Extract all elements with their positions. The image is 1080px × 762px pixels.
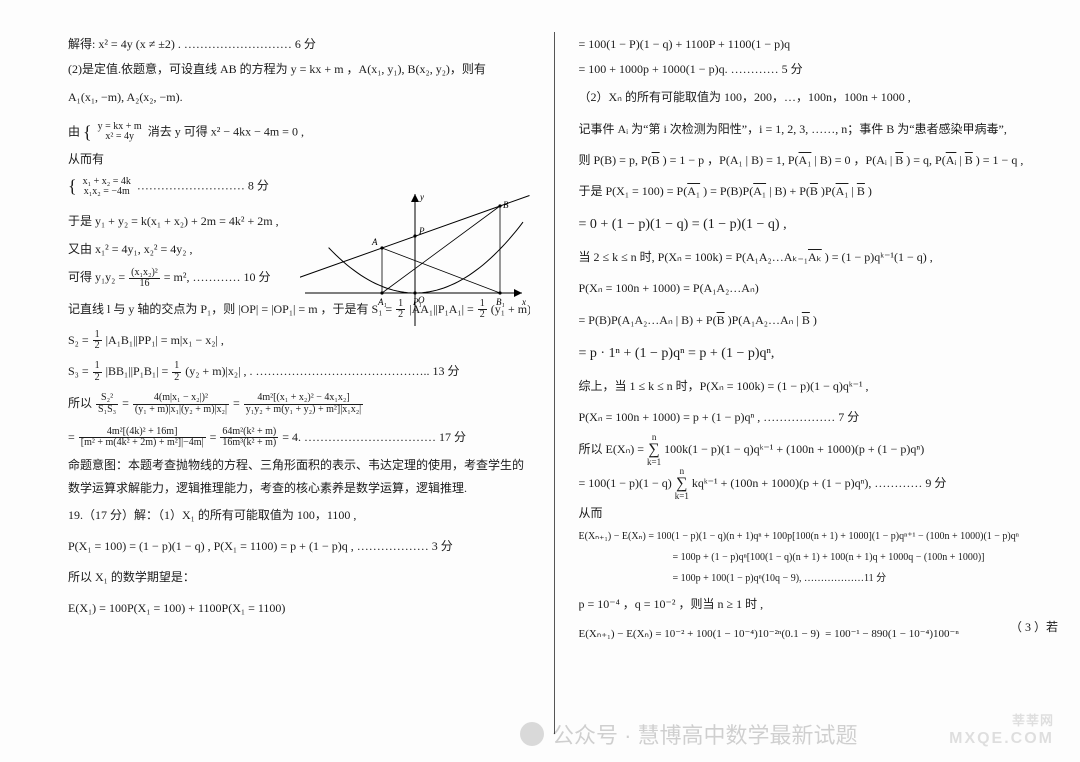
text-line: （2）Xₙ 的所有可能取值为 100，200，…，100n，100n + 100…: [579, 82, 1041, 113]
seg: 所以: [68, 396, 92, 410]
svg-text:A₁: A₁: [377, 297, 387, 307]
watermark-bot: MXQE.COM: [949, 729, 1054, 748]
fraction: 64m²(k² + m) 16m³(k² + m): [220, 427, 278, 449]
seg: S₂ =: [68, 333, 89, 347]
right-column: = 100(1 − P)(1 − q) + 1100P + 1100(1 − p…: [557, 32, 1041, 734]
text-line: P(Xₙ = 100n + 1000) = P(A₁A₂…Aₙ): [579, 273, 1041, 304]
watermark-top: 莘莘网: [949, 713, 1054, 729]
watermark-site: 莘莘网 MXQE.COM: [949, 713, 1054, 748]
text-line: = 100(1 − P)(1 − q) + 1100P + 1100(1 − p…: [579, 32, 1041, 57]
text-line: 所以 X₁ 的数学期望是：: [68, 562, 530, 593]
text-line: = 100 + 1000p + 1000(1 − p)q. ………… 5 分: [579, 57, 1041, 82]
parabola-figure: OxyABPA₁P₁B₁: [300, 188, 530, 338]
text-line: 由 { y = kx + m x² = 4y 消去 y 可得 x² − 4kx …: [68, 114, 530, 152]
margin-note: （ 3 ）若: [1010, 618, 1058, 635]
watermark-wechat: 公众号 · 慧博高中数学最新试题: [520, 718, 858, 750]
text-line: S₃ = 12 |BB₁||P₁B₁| = 12 (y₂ + m)|x₂| , …: [68, 356, 530, 387]
fraction: (x₁x₂)² 16: [129, 268, 160, 290]
text-line: P(Xₙ = 100n + 1000) = p + (1 − p)qⁿ , ………: [579, 402, 1041, 433]
text-line: 则 P(B) = p, P(B ) = 1 − p ，P(A₁ | B) = 1…: [579, 145, 1041, 176]
text-line: 于是 P(X₁ = 100) = P(A₁ ) = P(B)P(A₁ | B) …: [579, 176, 1041, 207]
seg: |A₁B₁||PP₁| = m|x₁ − x₂| ,: [106, 333, 224, 347]
svg-text:B₁: B₁: [496, 297, 505, 307]
text-line: 解得: x² = 4y (x ≠ ±2) . ……………………… 6 分: [68, 32, 530, 57]
text-line: = 100p + (1 − p)qⁿ[100(1 − q)(n + 1) + 1…: [579, 547, 1041, 568]
text-line: 当 2 ≤ k ≤ n 时, P(Xₙ = 100k) = P(A₁A₂…Aₖ₋…: [579, 242, 1041, 273]
svg-text:B: B: [503, 200, 509, 210]
text-line: P(X₁ = 100) = (1 − p)(1 − q) , P(X₁ = 11…: [68, 531, 530, 562]
text-line: 记事件 Aᵢ 为“第 i 次检测为阳性”，i = 1, 2, 3, ……, n；…: [579, 114, 1041, 145]
text-line: 从而: [579, 501, 1041, 526]
sigma-icon: n∑k=1: [647, 433, 661, 467]
text-line: E(Xₙ₊₁) − E(Xₙ) = 100(1 − p)(1 − q)(n + …: [579, 526, 1041, 547]
fraction: 4(m|x₁ − x₂|)² (y₁ + m)|x₁|(y₂ + m)|x₂|: [133, 393, 229, 415]
text-line: 从而有: [68, 151, 530, 168]
text-line: 所以 E(Xₙ) = n∑k=1 100k(1 − p)(1 − q)qᵏ⁻¹ …: [579, 433, 1041, 467]
system: y = kx + m x² = 4y: [96, 122, 144, 143]
svg-text:A: A: [371, 237, 378, 247]
left-column: 解得: x² = 4y (x ≠ ±2) . ……………………… 6 分 (2)…: [68, 32, 552, 734]
svg-text:y: y: [419, 192, 424, 202]
seg: 可得 y₁y₂ =: [68, 270, 125, 284]
seg: (y₂ + m)|x₂| , . …………………………………….. 13 分: [185, 364, 459, 378]
text-line: p = 10⁻⁴ ，q = 10⁻² ，则当 n ≥ 1 时 ,: [579, 589, 1041, 620]
svg-text:P: P: [418, 226, 425, 236]
seg: = 4. …………………………… 17 分: [282, 430, 466, 444]
watermark-text: 公众号 · 慧博高中数学最新试题: [552, 718, 858, 750]
text-line: = p · 1ⁿ + (1 − p)qⁿ = p + (1 − p)qⁿ,: [579, 336, 1041, 371]
text-line: 综上，当 1 ≤ k ≤ n 时，P(Xₙ = 100k) = (1 − p)(…: [579, 371, 1041, 402]
text-line: A₁(x₁, −m), A₂(x₂, −m).: [68, 82, 530, 113]
text-line: 所以 S₂² S₁S₃ = 4(m|x₁ − x₂|)² (y₁ + m)|x₁…: [68, 387, 530, 421]
fraction: 4m²[(4k)² + 16m] [m² + m(4k² + 2m) + m²]…: [79, 427, 206, 449]
text-line: E(Xₙ₊₁) − E(Xₙ) = 10⁻² + 100(1 − 10⁻⁴)10…: [579, 620, 1041, 649]
svg-text:P₁: P₁: [412, 297, 422, 307]
seg: 由: [68, 124, 80, 138]
seg: |BB₁||P₁B₁| =: [106, 364, 169, 378]
text-line: = 4m²[(4k)² + 16m] [m² + m(4k² + 2m) + m…: [68, 421, 530, 455]
seg: = m², ………… 10 分: [164, 270, 271, 284]
text-line: E(X₁) = 100P(X₁ = 100) + 1100P(X₁ = 1100…: [68, 593, 530, 624]
figure-svg: OxyABPA₁P₁B₁: [300, 188, 530, 338]
text-paragraph: 命题意图：本题考查抛物线的方程、三角形面积的表示、韦达定理的使用，考查学生的数学…: [68, 454, 530, 500]
wechat-icon: [520, 722, 544, 746]
column-separator: [554, 32, 555, 734]
svg-text:x: x: [521, 297, 526, 307]
fraction: 4m²[(x₁ + x₂)² − 4x₁x₂] y₁y₂ + m(y₁ + y₂…: [244, 393, 363, 415]
seg: S₃ =: [68, 364, 89, 378]
text-line: = 100p + 100(1 − p)qⁿ(10q − 9), ………………11…: [579, 568, 1041, 589]
text-line: 19.（17 分）解：（1）X₁ 的所有可能取值为 100，1100 ,: [68, 500, 530, 531]
seg: ……………………… 8 分: [137, 179, 269, 193]
text-line: = 0 + (1 − p)(1 − q) = (1 − p)(1 − q) ,: [579, 207, 1041, 242]
system: x₁ + x₂ = 4k x₁x₂ = −4m: [81, 177, 133, 198]
sigma-icon: n∑k=1: [675, 467, 689, 501]
page: 解得: x² = 4y (x ≠ ±2) . ……………………… 6 分 (2)…: [0, 0, 1080, 762]
text-line: (2)是定值.依题意，可设直线 AB 的方程为 y = kx + m ，A(x₁…: [68, 57, 530, 82]
text-line: = 100(1 − p)(1 − q) n∑k=1 kqᵏ⁻¹ + (100n …: [579, 467, 1041, 501]
text-line: = P(B)P(A₁A₂…Aₙ | B) + P(B )P(A₁A₂…Aₙ | …: [579, 305, 1041, 336]
seg: 消去 y 可得 x² − 4kx − 4m = 0 ,: [148, 124, 304, 138]
fraction: S₂² S₁S₃: [96, 393, 118, 415]
